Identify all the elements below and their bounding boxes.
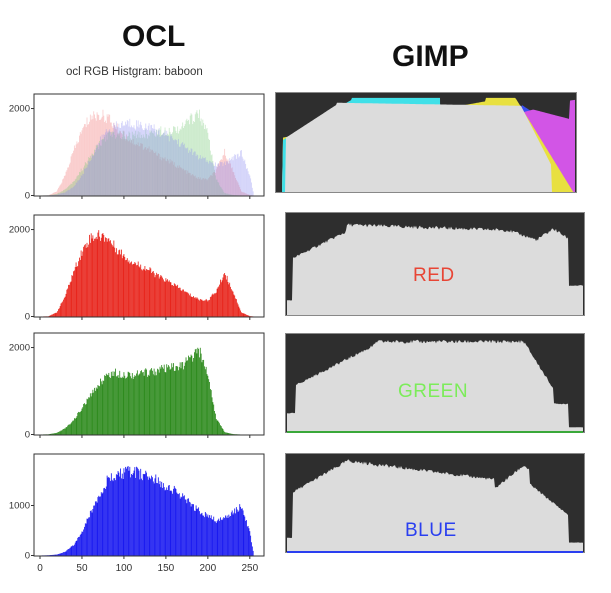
y-tick-label: 1000 xyxy=(9,501,30,512)
series-blue xyxy=(40,118,254,196)
series-red xyxy=(40,109,254,196)
ocl-histograms: 0 2000 0 2000 0 2000 0 1000 0 50 100 150 200 250 xyxy=(9,93,265,574)
x-tick-label: 200 xyxy=(199,563,216,574)
gimp-heading: GIMP xyxy=(392,40,469,73)
series-green xyxy=(40,347,241,435)
gimp-histogram-fill xyxy=(287,223,583,315)
series-blue xyxy=(40,466,254,556)
series-green xyxy=(40,109,242,196)
series-red xyxy=(40,230,254,317)
y-tick-label: 2000 xyxy=(9,343,30,354)
gimp-channel-line xyxy=(287,551,583,553)
plot-frame xyxy=(33,93,265,197)
y-tick-label: 0 xyxy=(25,551,30,562)
ocl-panel-ocl-red: 0 2000 xyxy=(9,214,265,323)
ocl-chart-title: ocl RGB Histgram: baboon xyxy=(66,66,203,78)
x-tick-label: 0 xyxy=(37,563,43,574)
x-tick-label: 150 xyxy=(158,563,175,574)
gimp-combined-histogram xyxy=(275,92,577,193)
ocl-heading: OCL xyxy=(122,20,186,53)
gimp-red-histogram xyxy=(285,212,585,316)
gimp-blue-label: BLUE xyxy=(405,520,457,541)
y-tick-label: 0 xyxy=(25,191,30,202)
y-tick-label: 2000 xyxy=(9,225,30,236)
gimp-frame xyxy=(285,212,585,316)
y-tick-label: 2000 xyxy=(9,104,30,115)
gimp-gray-fill xyxy=(277,102,575,192)
x-tick-label: 100 xyxy=(116,563,133,574)
gimp-histogram-fill xyxy=(287,339,583,432)
gimp-frame xyxy=(275,92,577,193)
gimp-channel-line xyxy=(287,431,583,433)
ocl-panel-ocl-green: 0 2000 xyxy=(9,332,265,441)
gimp-green-label: GREEN xyxy=(398,381,469,402)
y-tick-label: 0 xyxy=(25,312,30,323)
gimp-red-label: RED xyxy=(413,265,455,286)
ocl-panel-ocl-blue: 0 1000 0 50 100 150 200 250 xyxy=(9,453,265,574)
gimp-green-histogram xyxy=(285,333,585,433)
x-tick-label: 250 xyxy=(241,563,258,574)
ocl-panel-ocl-combined: 0 2000 xyxy=(9,93,265,202)
y-tick-label: 0 xyxy=(25,430,30,441)
x-tick-label: 50 xyxy=(76,563,88,574)
gimp-blue-histogram xyxy=(285,453,585,553)
gimp-histogram-fill xyxy=(287,459,583,552)
